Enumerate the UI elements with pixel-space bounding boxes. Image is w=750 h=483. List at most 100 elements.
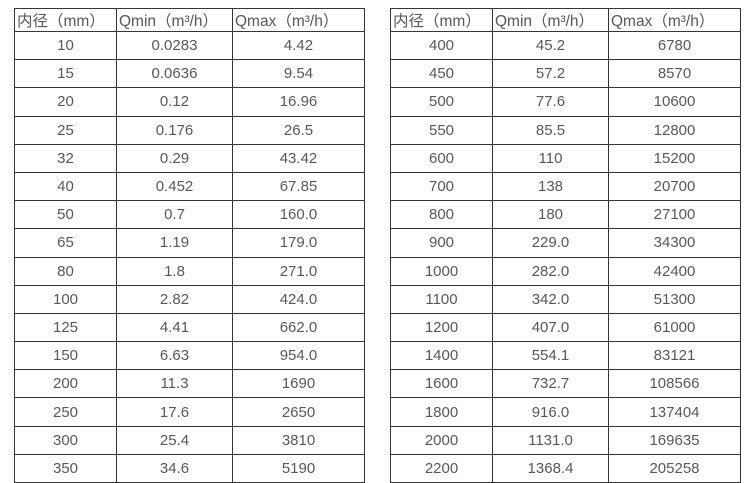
table-row: 20 0.12 16.96 [14,87,365,117]
table-cell: 342.0 [492,284,609,314]
table-cell: 83121 [608,341,741,371]
column-header-qmax: Qmax（m³/h） [232,8,365,32]
header-row: 内径（mm） Qmin（m³/h） Qmax（m³/h） [14,8,365,32]
table-cell: 500 [390,87,493,117]
table-cell: 179.0 [232,228,365,258]
table-cell: 700 [390,171,493,202]
table-cell: 32 [14,143,117,173]
table-cell: 45.2 [492,30,609,61]
table-cell: 61000 [608,312,741,343]
table-cell: 662.0 [232,312,365,343]
table-row: 250 17.6 2650 [14,397,365,427]
table-cell: 0.0283 [116,30,233,61]
column-header-qmax: Qmax（m³/h） [608,8,741,32]
table-cell: 16.96 [232,87,365,117]
table-row: 65 1.19 179.0 [14,228,365,258]
table-row: 1100 342.0 51300 [390,284,741,314]
table-cell: 600 [390,143,493,173]
table-cell: 180 [492,200,609,230]
header-row: 内径（mm） Qmin（m³/h） Qmax（m³/h） [390,8,741,32]
table-cell: 160.0 [232,200,365,230]
table-cell: 205258 [608,453,741,483]
table-row: 800 180 27100 [390,200,741,230]
table-cell: 1.8 [116,256,233,286]
flow-table-small-diameters: 内径（mm） Qmin（m³/h） Qmax（m³/h） 10 0.0283 4.42 1… [14,8,365,483]
table-cell: 8570 [608,59,741,89]
table-cell: 80 [14,256,117,286]
table-cell: 1368.4 [492,453,609,483]
table-cell: 85.5 [492,115,609,145]
table-row: 32 0.29 43.42 [14,143,365,173]
table-cell: 108566 [608,369,741,399]
table-cell: 0.29 [116,143,233,173]
table-cell: 15 [14,59,117,89]
table-row: 2200 1368.4 205258 [390,453,741,483]
table-cell: 0.12 [116,87,233,117]
table-row: 1400 554.1 83121 [390,341,741,371]
table-row: 50 0.7 160.0 [14,200,365,230]
table-header-row: 内径（mm） Qmin（m³/h） Qmax（m³/h） [390,8,741,32]
table-cell: 550 [390,115,493,145]
table-cell: 424.0 [232,284,365,314]
table-cell: 229.0 [492,228,609,258]
table-cell: 6.63 [116,341,233,371]
table-row: 2000 1131.0 169635 [390,425,741,455]
table-cell: 51300 [608,284,741,314]
table-header-row: 内径（mm） Qmin（m³/h） Qmax（m³/h） [14,8,365,32]
table-cell: 67.85 [232,171,365,202]
table-row: 300 25.4 3810 [14,425,365,455]
table-cell: 450 [390,59,493,89]
table-cell: 15200 [608,143,741,173]
table-cell: 282.0 [492,256,609,286]
table-cell: 1131.0 [492,425,609,455]
table-cell: 20700 [608,171,741,202]
table-cell: 1800 [390,397,493,427]
table-cell: 125 [14,312,117,343]
table-row: 15 0.0636 9.54 [14,59,365,89]
table-cell: 732.7 [492,369,609,399]
table-cell: 1200 [390,312,493,343]
table-cell: 42400 [608,256,741,286]
table-cell: 138 [492,171,609,202]
table-row: 10 0.0283 4.42 [14,30,365,61]
table-cell: 17.6 [116,397,233,427]
table-row: 125 4.41 662.0 [14,312,365,343]
table-row: 1000 282.0 42400 [390,256,741,286]
table-cell: 300 [14,425,117,455]
table-cell: 10 [14,30,117,61]
column-header-diameter: 内径（mm） [14,8,117,32]
table-cell: 12800 [608,115,741,145]
table-cell: 0.176 [116,115,233,145]
table-row: 200 11.3 1690 [14,369,365,399]
table-cell: 20 [14,87,117,117]
table-cell: 916.0 [492,397,609,427]
table-cell: 10600 [608,87,741,117]
table-cell: 800 [390,200,493,230]
table-row: 350 34.6 5190 [14,453,365,483]
table-cell: 110 [492,143,609,173]
table-cell: 1.19 [116,228,233,258]
table-cell: 1400 [390,341,493,371]
table-cell: 954.0 [232,341,365,371]
table-cell: 1000 [390,256,493,286]
table-cell: 407.0 [492,312,609,343]
table-cell: 271.0 [232,256,365,286]
table-cell: 1100 [390,284,493,314]
table-body: 10 0.0283 4.42 15 0.0636 9.54 20 0.12 16.96 25 0.1… [14,30,365,483]
table-cell: 2200 [390,453,493,483]
table-row: 600 110 15200 [390,143,741,173]
table-cell: 554.1 [492,341,609,371]
table-cell: 6780 [608,30,741,61]
table-cell: 43.42 [232,143,365,173]
table-row: 400 45.2 6780 [390,30,741,61]
table-cell: 77.6 [492,87,609,117]
table-cell: 65 [14,228,117,258]
table-cell: 40 [14,171,117,202]
table-cell: 5190 [232,453,365,483]
table-cell: 57.2 [492,59,609,89]
table-row: 900 229.0 34300 [390,228,741,258]
table-row: 550 85.5 12800 [390,115,741,145]
table-cell: 25.4 [116,425,233,455]
table-cell: 25 [14,115,117,145]
